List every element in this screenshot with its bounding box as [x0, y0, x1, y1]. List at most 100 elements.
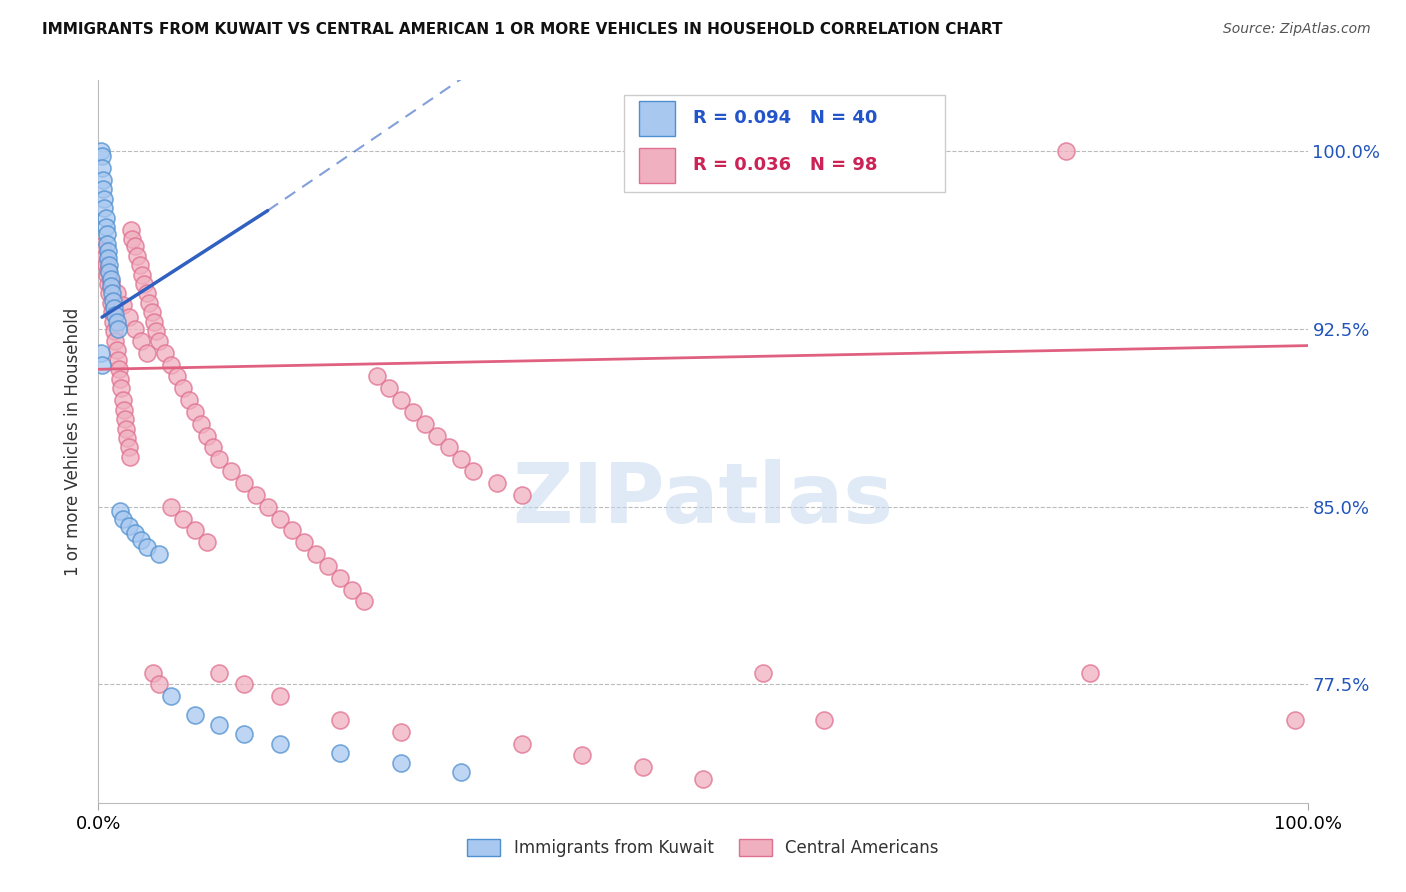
Point: [110, 381, 132, 395]
Point: [184, 524, 207, 538]
Point: [135, 540, 157, 554]
Point: [124, 239, 146, 253]
Point: [91, 173, 114, 187]
Point: [160, 358, 183, 372]
Point: [104, 308, 127, 322]
Point: [118, 310, 141, 325]
Point: [104, 334, 127, 348]
Y-axis label: 1 or more Vehicles in Household: 1 or more Vehicles in Household: [65, 308, 83, 575]
Point: [103, 325, 125, 339]
Point: [118, 450, 141, 464]
Point: [141, 305, 163, 319]
Point: [98, 286, 121, 301]
Point: [127, 249, 149, 263]
Point: [105, 315, 128, 329]
Point: [118, 518, 141, 533]
Point: [121, 232, 143, 246]
Point: [172, 381, 194, 395]
Text: ZIPatlas: ZIPatlas: [513, 458, 893, 540]
Point: [232, 727, 254, 741]
Point: [91, 239, 114, 253]
Point: [94, 258, 117, 272]
Point: [131, 268, 153, 282]
Point: [195, 428, 218, 442]
Point: [101, 315, 124, 329]
Point: [135, 345, 157, 359]
Point: [1078, 665, 1101, 680]
Point: [97, 251, 120, 265]
Point: [142, 665, 165, 680]
Point: [135, 286, 157, 301]
Point: [96, 227, 118, 242]
Bar: [638, 148, 675, 183]
Point: [316, 558, 339, 573]
Point: [118, 441, 141, 455]
Point: [114, 412, 136, 426]
Point: [510, 737, 533, 751]
Legend: Immigrants from Kuwait, Central Americans: Immigrants from Kuwait, Central American…: [458, 831, 948, 866]
Point: [115, 421, 138, 435]
Point: [245, 488, 267, 502]
Point: [96, 268, 118, 282]
Point: [166, 369, 188, 384]
Text: R = 0.094   N = 40: R = 0.094 N = 40: [693, 110, 877, 128]
Point: [100, 275, 122, 289]
Point: [256, 500, 278, 514]
Point: [100, 305, 122, 319]
Point: [202, 441, 225, 455]
Point: [128, 258, 150, 272]
Point: [172, 511, 194, 525]
Point: [111, 298, 134, 312]
Point: [91, 149, 114, 163]
Point: [437, 441, 460, 455]
Point: [93, 192, 115, 206]
Point: [98, 265, 121, 279]
Point: [571, 748, 593, 763]
Point: [91, 161, 114, 175]
Point: [329, 746, 352, 760]
Point: [179, 393, 201, 408]
Point: [389, 724, 412, 739]
Point: [100, 286, 122, 301]
Point: [108, 504, 131, 518]
Point: [138, 296, 160, 310]
Bar: [638, 101, 675, 136]
Text: R = 0.036   N = 98: R = 0.036 N = 98: [693, 156, 877, 174]
Point: [305, 547, 328, 561]
Point: [389, 756, 412, 770]
Point: [148, 334, 170, 348]
Point: [1284, 713, 1306, 727]
Point: [813, 713, 835, 727]
Point: [208, 717, 231, 731]
Point: [510, 488, 533, 502]
Point: [105, 343, 128, 358]
Point: [93, 251, 115, 265]
Point: [108, 372, 131, 386]
Point: [111, 393, 134, 408]
Point: [111, 511, 134, 525]
Point: [160, 500, 183, 514]
Text: Source: ZipAtlas.com: Source: ZipAtlas.com: [1223, 22, 1371, 37]
Point: [269, 737, 291, 751]
Point: [232, 475, 254, 490]
Point: [134, 277, 156, 291]
Point: [100, 272, 122, 286]
Point: [752, 665, 775, 680]
Point: [143, 315, 166, 329]
Point: [117, 431, 139, 445]
Point: [426, 428, 449, 442]
Point: [389, 393, 412, 408]
Point: [232, 677, 254, 691]
Point: [94, 220, 117, 235]
Point: [100, 279, 122, 293]
Point: [103, 301, 125, 315]
Bar: [624, 95, 945, 193]
Point: [269, 689, 291, 703]
Point: [153, 345, 176, 359]
Point: [101, 293, 124, 308]
Point: [129, 334, 152, 348]
Point: [195, 535, 218, 549]
Point: [631, 760, 654, 774]
Point: [100, 296, 122, 310]
Text: IMMIGRANTS FROM KUWAIT VS CENTRAL AMERICAN 1 OR MORE VEHICLES IN HOUSEHOLD CORRE: IMMIGRANTS FROM KUWAIT VS CENTRAL AMERIC…: [42, 22, 1002, 37]
